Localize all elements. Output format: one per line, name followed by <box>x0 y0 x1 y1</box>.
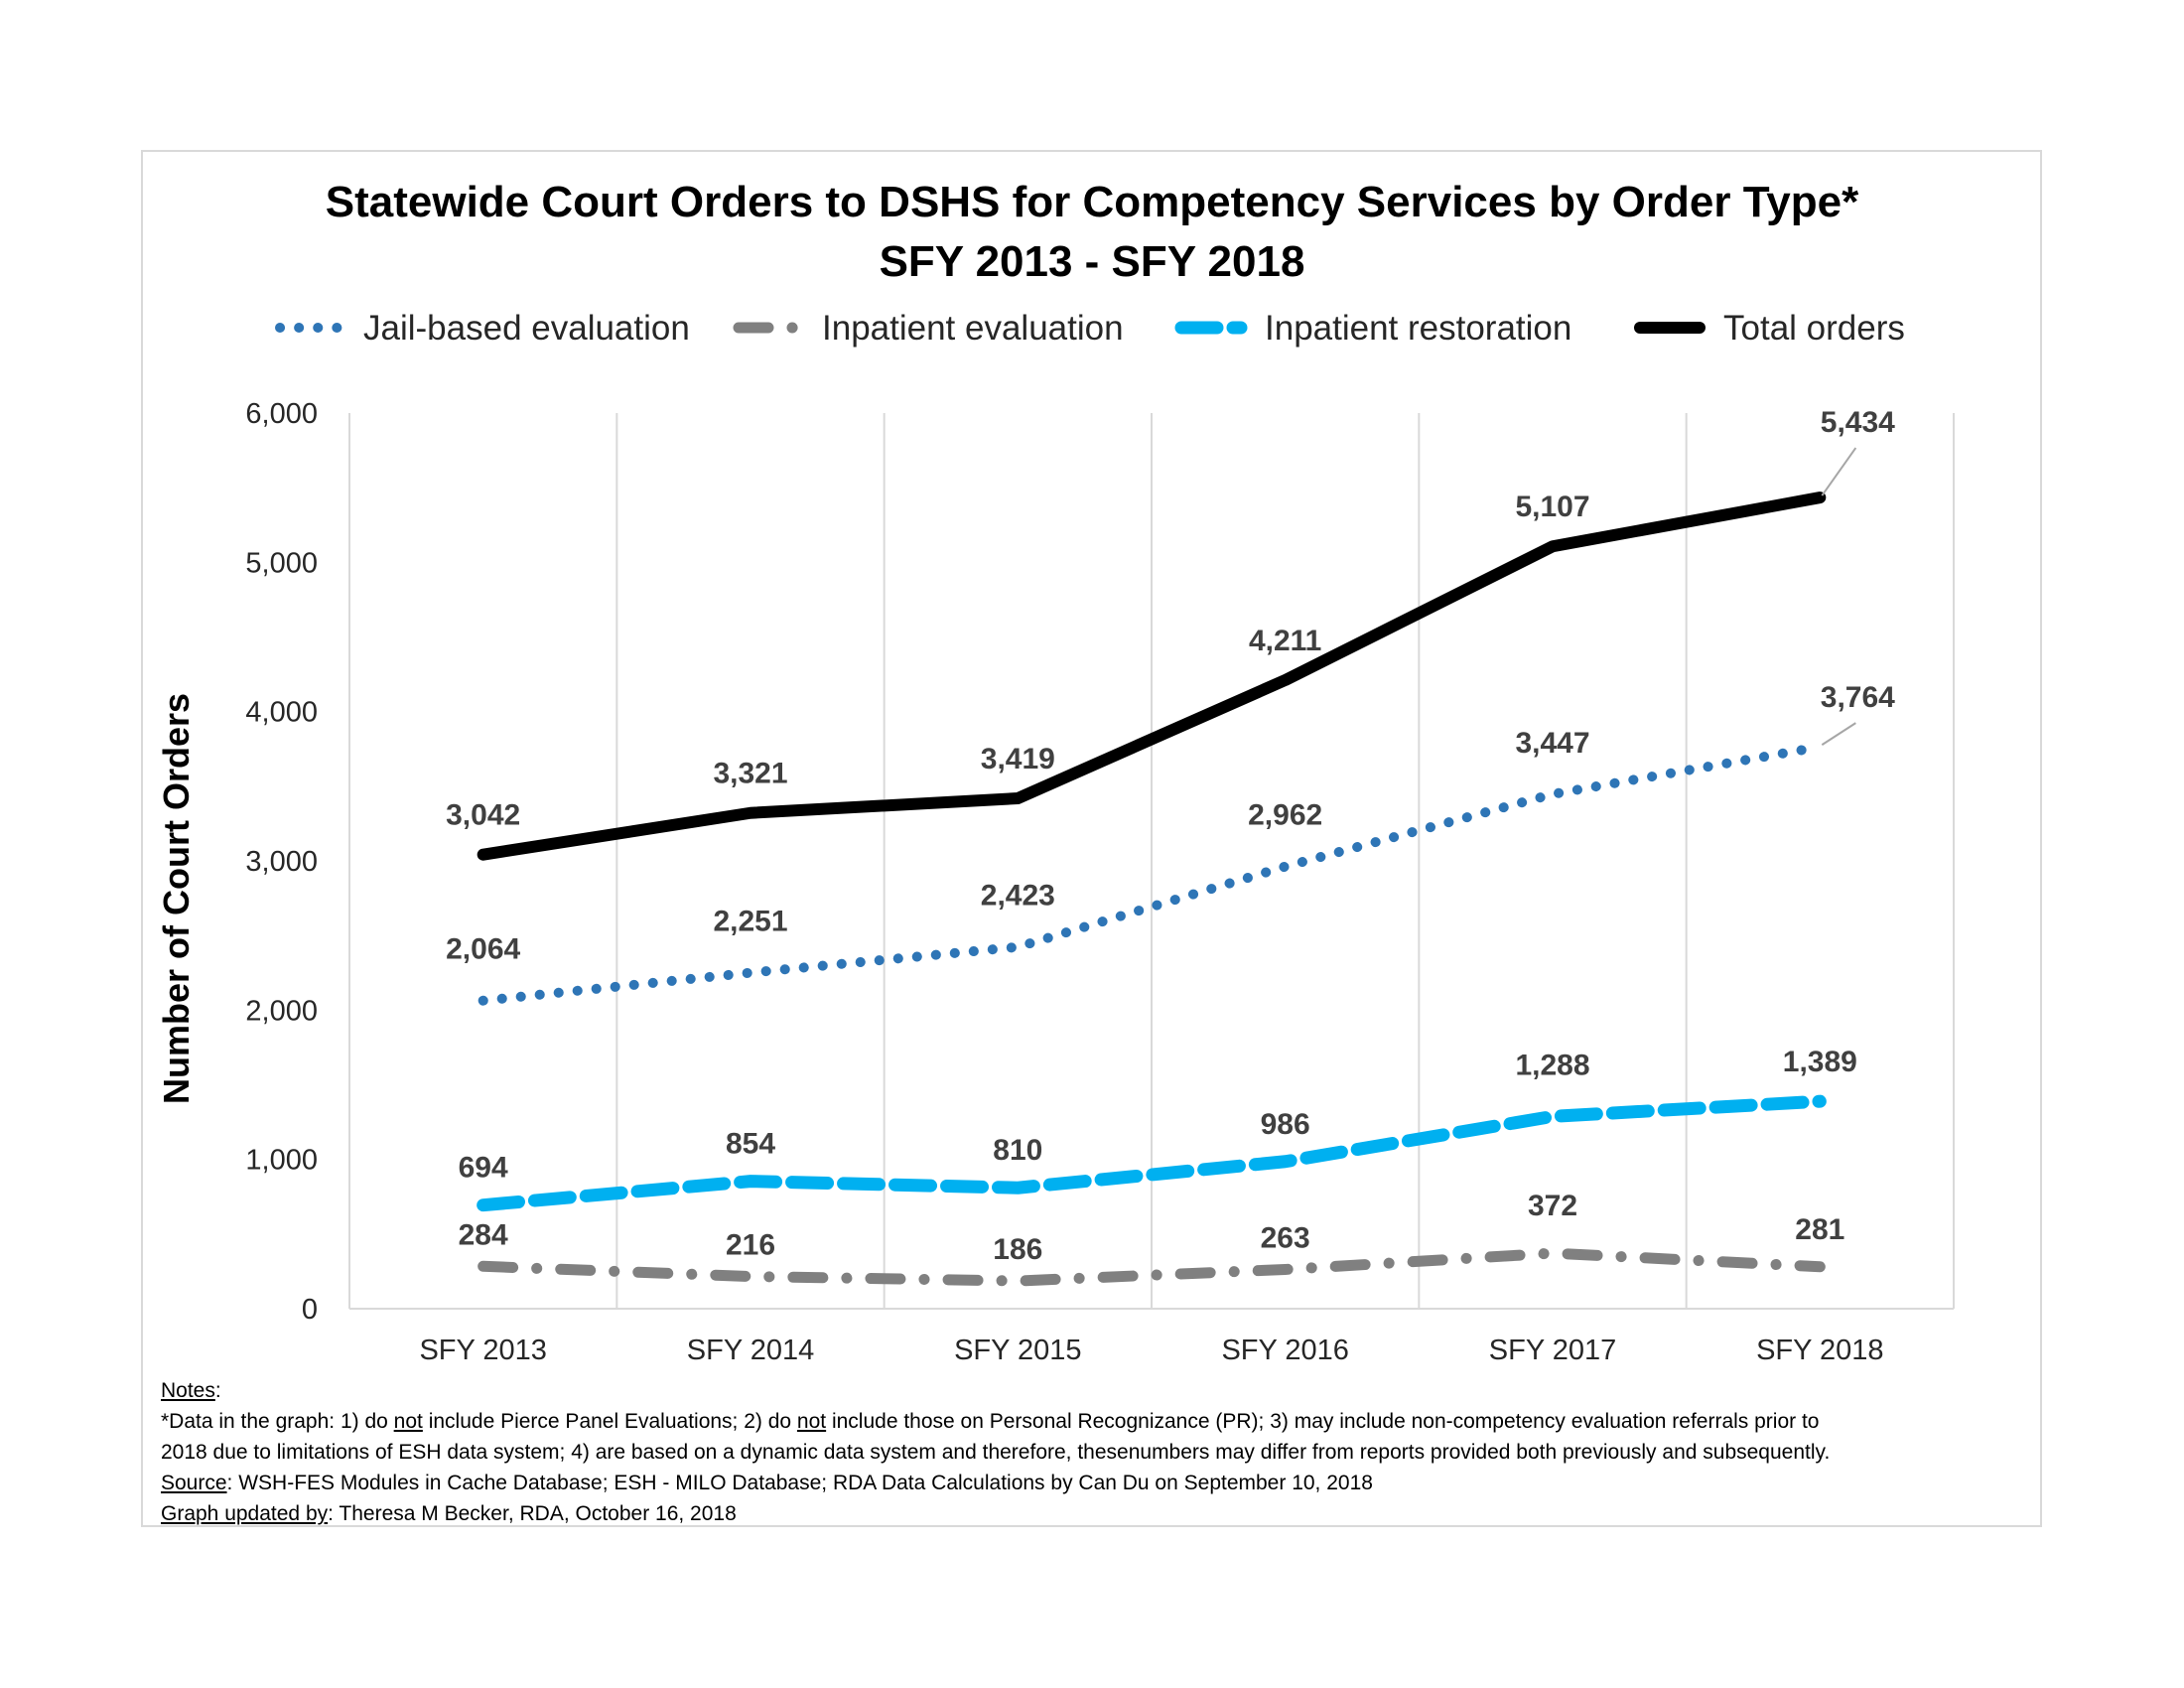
legend-label-inpatient-evaluation: Inpatient evaluation <box>822 309 1124 348</box>
notes-line1-c: include those on Personal Recognizance (… <box>826 1410 1820 1433</box>
notes-heading-row: Notes: <box>161 1375 2037 1406</box>
legend-label-inpatient-restoration: Inpatient restoration <box>1265 309 1571 348</box>
series-line-total-orders <box>477 492 1827 861</box>
data-label-total-orders: 3,042 <box>446 799 520 832</box>
legend-label-total-orders: Total orders <box>1723 309 1905 348</box>
data-label-total-orders: 5,107 <box>1515 491 1589 523</box>
x-tick-label: SFY 2017 <box>1489 1335 1616 1366</box>
y-axis: 0 1,000 2,000 3,000 4,000 5,000 6,000 <box>245 398 318 1326</box>
x-axis: SFY 2013 SFY 2014 SFY 2015 SFY 2016 SFY 2017… <box>419 1335 1883 1366</box>
y-tick-label: 6,000 <box>245 398 318 430</box>
notes-source: Source: WSH-FES Modules in Cache Databas… <box>161 1468 2037 1498</box>
source-text: : WSH-FES Modules in Cache Database; ESH… <box>226 1472 1373 1494</box>
x-tick-label: SFY 2016 <box>1221 1335 1348 1366</box>
updated-label: Graph updated by <box>161 1502 329 1525</box>
series-line-inpatient-evaluation <box>478 1247 1826 1287</box>
data-label-jail-based-evaluation: 2,423 <box>981 880 1055 913</box>
data-label-inpatient-evaluation: 372 <box>1528 1190 1577 1222</box>
grid <box>348 413 1955 1310</box>
data-label-jail-based-evaluation: 2,064 <box>446 933 520 966</box>
y-tick-label: 1,000 <box>245 1145 318 1177</box>
y-tick-label: 0 <box>302 1294 318 1326</box>
data-labels: 2,064 2,251 2,423 2,962 3,447 3,764 284 216 186 2… <box>446 406 1895 1266</box>
data-label-inpatient-evaluation: 281 <box>1795 1213 1844 1246</box>
data-label-jail-based-evaluation: 3,447 <box>1515 727 1589 760</box>
notes-heading-suffix: : <box>214 1379 221 1402</box>
data-label-inpatient-restoration: 1,389 <box>1783 1046 1857 1078</box>
x-tick-label: SFY 2015 <box>954 1335 1081 1366</box>
legend-label-jail-based-evaluation: Jail-based evaluation <box>363 309 690 348</box>
notes-line1-b: include Pierce Panel Evaluations; 2) do <box>422 1410 797 1433</box>
x-tick-label: SFY 2018 <box>1756 1335 1883 1366</box>
x-tick-label: SFY 2014 <box>687 1335 814 1366</box>
legend: Jail-based evaluation Inpatient evaluatio… <box>275 309 1905 348</box>
notes-line1-a: *Data in the graph: 1) do <box>161 1410 394 1433</box>
notes-line-2: 2018 due to limitations of ESH data syst… <box>161 1441 1831 1464</box>
chart-title: Statewide Court Orders to DSHS for Compe… <box>326 178 1859 226</box>
data-label-jail-based-evaluation: 3,764 <box>1821 681 1895 714</box>
data-label-inpatient-restoration: 1,288 <box>1515 1049 1589 1081</box>
data-label-inpatient-restoration: 694 <box>459 1152 508 1185</box>
data-label-total-orders: 4,211 <box>1249 625 1321 657</box>
notes-not-1: not <box>393 1410 423 1433</box>
data-label-inpatient-evaluation: 216 <box>726 1229 775 1262</box>
data-label-inpatient-restoration: 810 <box>993 1134 1042 1167</box>
chart-frame <box>141 150 2042 1527</box>
data-label-inpatient-evaluation: 284 <box>459 1218 508 1251</box>
y-tick-label: 5,000 <box>245 547 318 579</box>
notes: Notes: *Data in the graph: 1) do not inc… <box>161 1375 2037 1529</box>
updated-text: : Theresa M Becker, RDA, October 16, 201… <box>328 1502 737 1525</box>
notes-heading: Notes <box>161 1379 215 1402</box>
notes-line-1: *Data in the graph: 1) do not include Pi… <box>161 1406 2037 1437</box>
y-tick-label: 3,000 <box>245 846 318 878</box>
label-leader-total-orders <box>1821 447 1857 496</box>
notes-not-2: not <box>796 1410 827 1433</box>
data-label-inpatient-evaluation: 263 <box>1261 1221 1310 1254</box>
data-label-inpatient-restoration: 854 <box>726 1128 775 1161</box>
y-tick-label: 4,000 <box>245 697 318 729</box>
notes-updated: Graph updated by: Theresa M Becker, RDA,… <box>161 1498 2037 1529</box>
label-leader-jail-based-evaluation <box>1821 722 1856 746</box>
data-label-total-orders: 5,434 <box>1821 406 1895 439</box>
data-label-inpatient-restoration: 986 <box>1261 1108 1310 1141</box>
y-tick-label: 2,000 <box>245 995 318 1027</box>
source-label: Source <box>161 1472 227 1494</box>
data-label-inpatient-evaluation: 186 <box>993 1233 1042 1266</box>
series-line-jail-based-evaluation <box>478 742 1826 1006</box>
data-label-jail-based-evaluation: 2,962 <box>1248 799 1322 832</box>
series-line-inpatient-restoration <box>477 1094 1827 1212</box>
data-label-jail-based-evaluation: 2,251 <box>713 906 787 938</box>
series-group <box>477 492 1827 1287</box>
x-tick-label: SFY 2013 <box>419 1335 546 1366</box>
data-label-total-orders: 3,419 <box>981 743 1055 775</box>
chart-subtitle: SFY 2013 - SFY 2018 <box>880 237 1305 286</box>
data-label-total-orders: 3,321 <box>713 758 787 790</box>
y-axis-label: Number of Court Orders <box>156 693 197 1104</box>
